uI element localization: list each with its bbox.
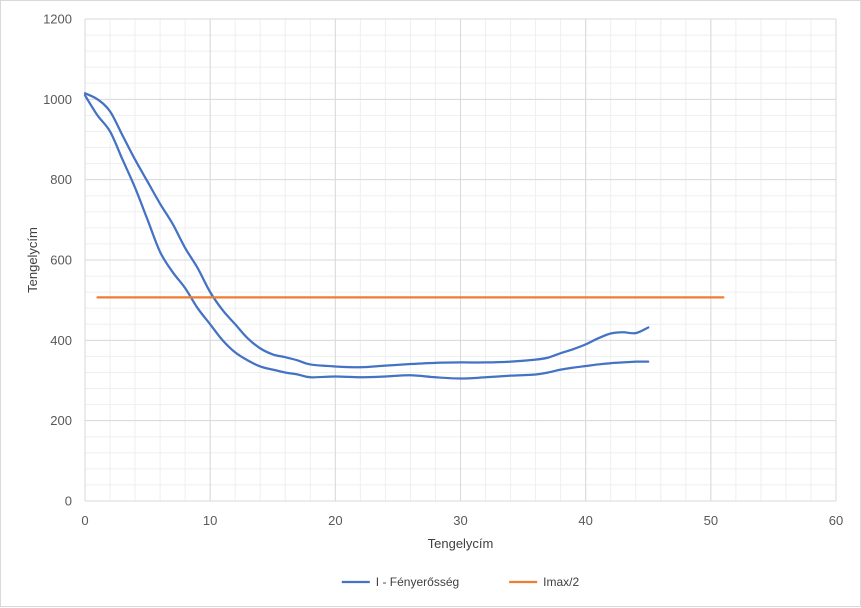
major-gridlines [84,18,837,502]
x-axis-tick-labels: 0 10 20 30 40 50 60 [81,513,843,528]
y-tick-label: 0 [65,494,72,509]
y-tick-label: 400 [50,333,72,348]
x-axis-title: Tengelycím [428,536,494,551]
legend-label: I - Fényerősség [376,575,459,589]
legend: I - Fényerősség Imax/2 [341,575,580,589]
legend-item-2: Imax/2 [509,575,580,589]
y-tick-label: 600 [50,253,72,268]
x-tick-label: 20 [328,513,342,528]
y-tick-label: 200 [50,413,72,428]
y-tick-label: 1000 [43,92,72,107]
y-tick-label: 800 [50,172,72,187]
series-line-1 [83,94,650,380]
legend-label: Imax/2 [543,575,579,589]
x-tick-label: 10 [203,513,217,528]
series-line-2 [83,92,650,369]
series-lines [83,92,725,380]
x-tick-label: 50 [704,513,718,528]
x-tick-label: 40 [578,513,592,528]
x-tick-label: 0 [81,513,88,528]
legend-item-1: I - Fényerősség [341,575,459,589]
x-tick-label: 60 [829,513,843,528]
y-axis-title: Tengelycím [25,227,40,293]
y-axis-tick-labels: 0 200 400 600 800 1000 1200 [43,12,72,509]
y-tick-label: 1200 [43,12,72,27]
x-tick-label: 30 [453,513,467,528]
